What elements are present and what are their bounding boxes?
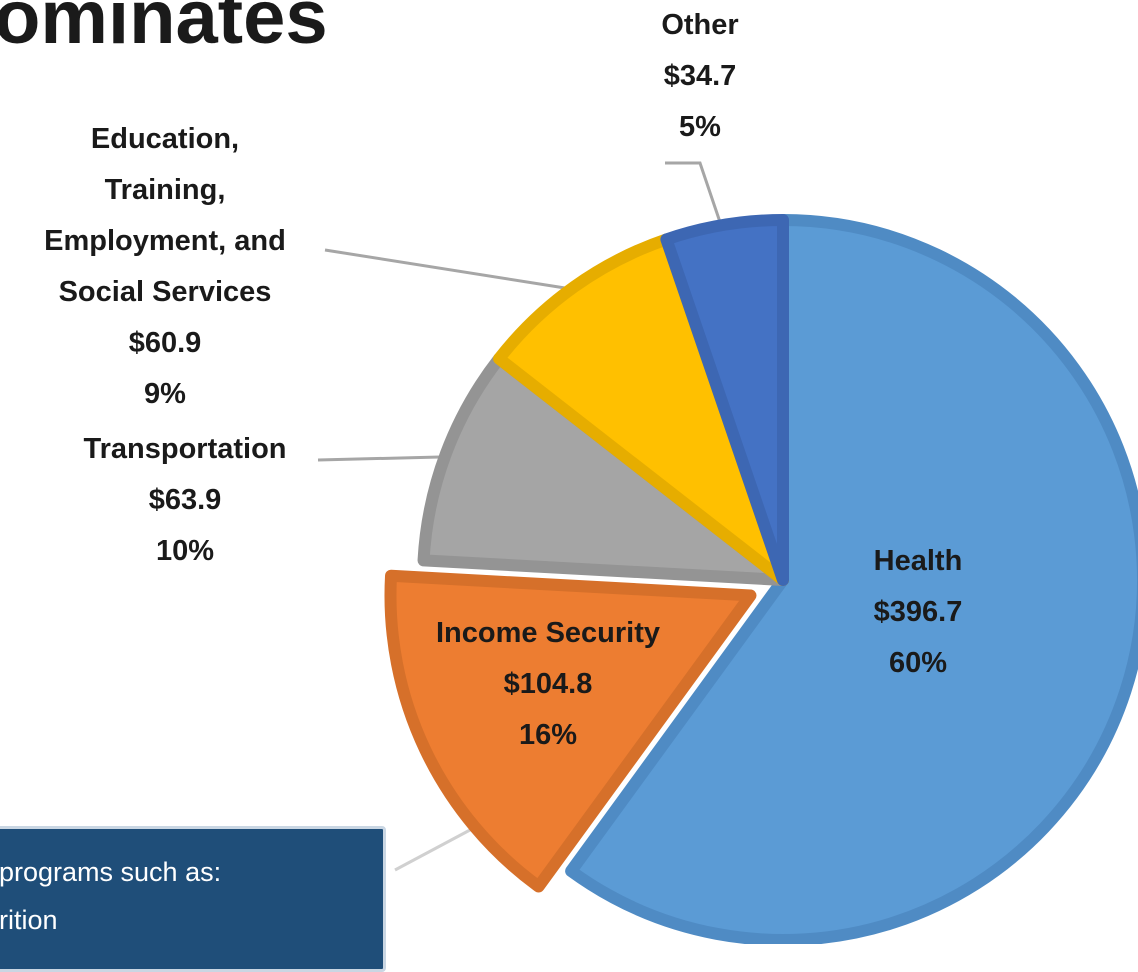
slice-name: Other — [661, 9, 739, 41]
slice-percent: 10% — [155, 535, 215, 567]
chart-title: ominates — [0, 0, 328, 60]
annotation-line: programs such as: — [0, 857, 222, 887]
pie-slice — [417, 352, 789, 586]
slice-label: Education, Training, Employment, and Soc… — [44, 114, 286, 420]
slice-label: Other $34.7 5% — [661, 0, 738, 153]
pie-slice — [493, 233, 789, 586]
slice-name: Income Security — [435, 617, 661, 649]
slice-name: Education, Training, Employment, and Soc… — [44, 123, 286, 308]
chart — [317, 161, 1138, 944]
slice-value: $63.9 — [148, 484, 222, 516]
pie-slice — [384, 569, 757, 893]
slice-percent: 9% — [144, 378, 186, 410]
slice-label: Health $396.7 60% — [874, 536, 963, 689]
slice-value: $60.9 — [128, 327, 202, 359]
leader-line — [317, 455, 441, 462]
slice-value: $396.7 — [873, 596, 963, 628]
pie-slice — [660, 214, 789, 586]
slices — [384, 214, 1138, 944]
pie-slice — [565, 214, 1138, 944]
slice-label: Transportation $63.9 10% — [83, 424, 286, 577]
slice-name: Transportation — [83, 433, 287, 465]
slice-label: Income Security $104.8 16% — [436, 608, 660, 761]
slice-name: Health — [873, 545, 963, 577]
slice-value: $34.7 — [663, 60, 737, 92]
slice-percent: 16% — [518, 719, 578, 751]
leader-line — [324, 248, 566, 290]
annotation-box: programs such as: rition — [0, 826, 386, 972]
annotation-line: rition — [0, 905, 58, 935]
slice-value: $104.8 — [503, 668, 593, 700]
slice-percent: 5% — [679, 111, 721, 143]
leader-line — [665, 161, 724, 229]
slice-percent: 60% — [888, 647, 948, 679]
